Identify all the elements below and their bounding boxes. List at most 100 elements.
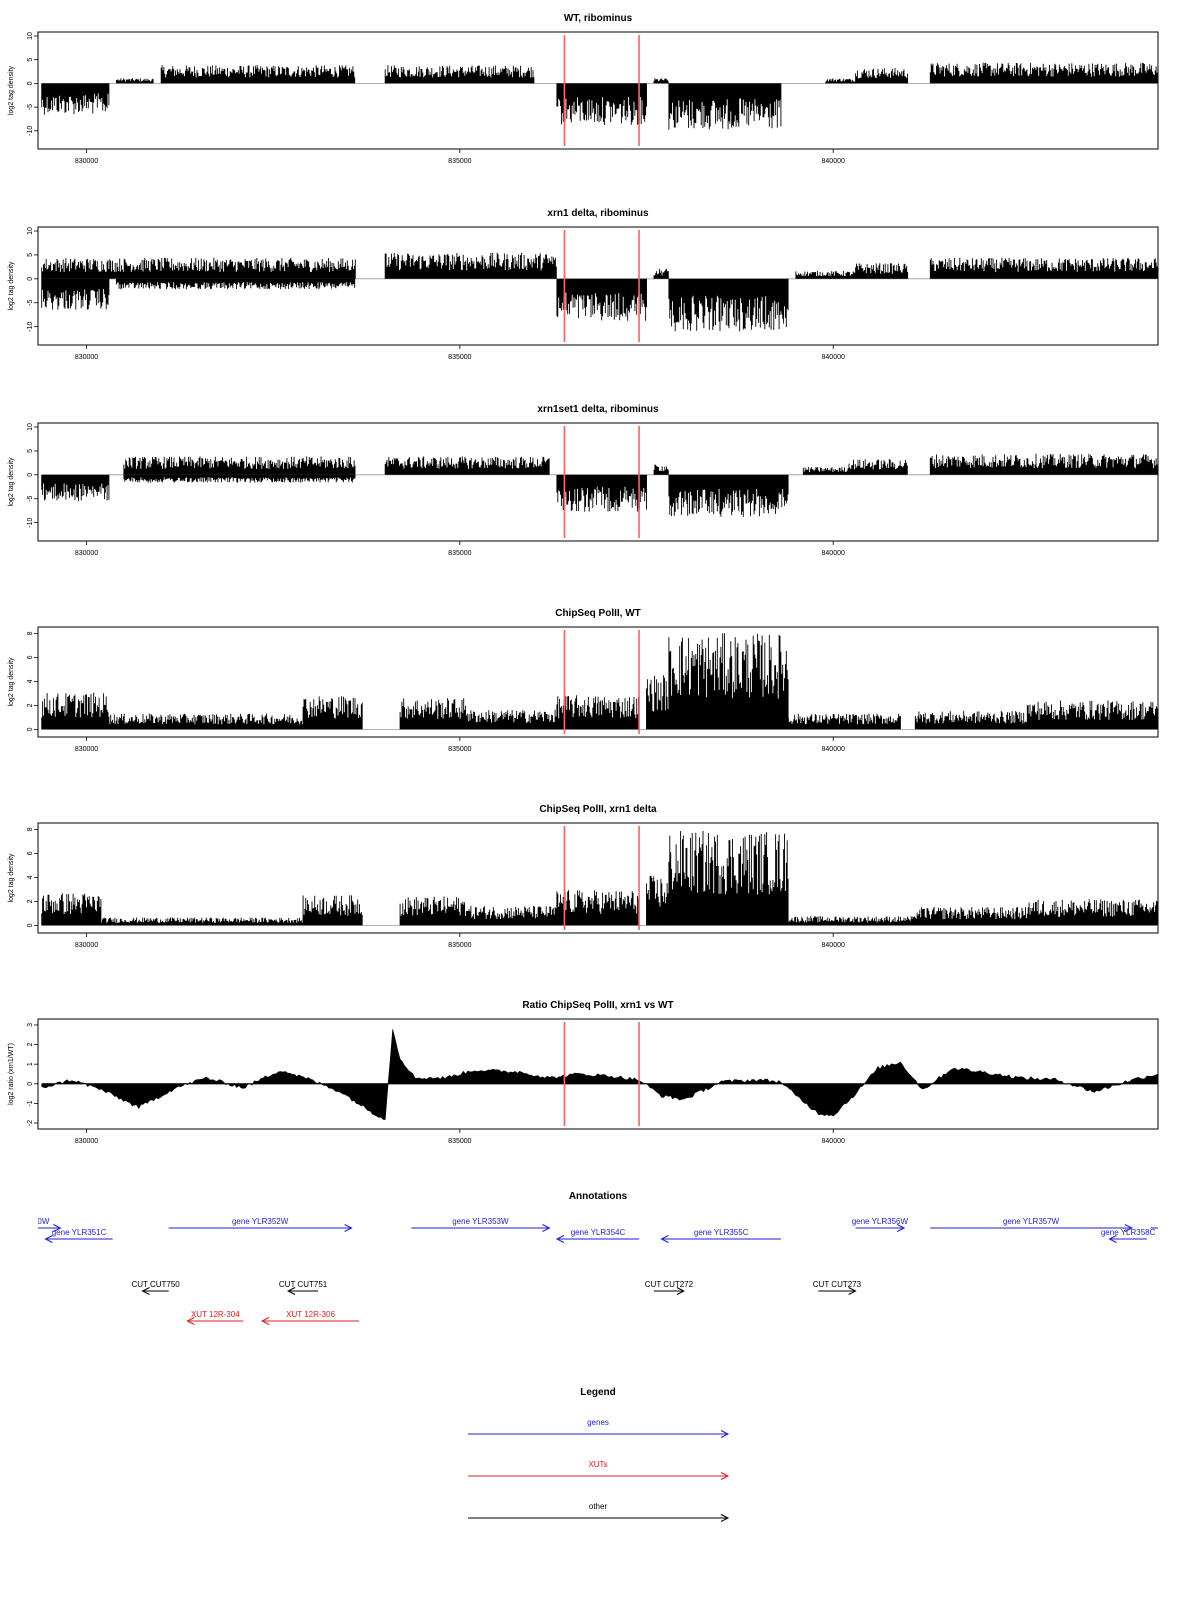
annotation-label: gene YLR355C	[694, 1228, 749, 1237]
signal-bar-cluster	[466, 709, 558, 730]
annotation-label: gene YLR356W	[852, 1217, 909, 1226]
signal-bar-cluster	[646, 675, 670, 730]
signal-bar-cluster	[653, 78, 669, 84]
x-tick-label: 830000	[75, 942, 98, 949]
signal-segment-4	[399, 698, 468, 730]
legend-arrowhead	[720, 1430, 730, 1438]
y-tick-label: 6	[27, 655, 34, 659]
x-tick-label: 835000	[448, 942, 471, 949]
signal-segment-2	[41, 257, 356, 279]
signal-bar-cluster	[41, 893, 102, 926]
signal-bar-cluster	[825, 78, 856, 84]
signal-bar-cluster	[929, 257, 1159, 279]
legend-item-other: other	[468, 1502, 730, 1522]
annotation-gene-ylr357w: gene YLR357W	[930, 1217, 1133, 1232]
signal-bar-cluster	[399, 698, 468, 730]
legend-label: genes	[587, 1418, 609, 1427]
y-tick-label: 2	[27, 703, 34, 707]
annotation-label: CUT CUT750	[131, 1280, 180, 1289]
y-tick-label: -10	[27, 517, 34, 527]
y-tick-label: 0	[27, 277, 34, 281]
y-tick-label: 8	[27, 827, 34, 831]
x-tick-label: 835000	[448, 158, 471, 165]
annotation-gene-ylr354c: gene YLR354C	[555, 1228, 640, 1243]
x-tick-label: 835000	[448, 746, 471, 753]
annotation-cut-cut273: CUT CUT273	[813, 1280, 862, 1295]
legend-label: other	[589, 1502, 608, 1511]
signal-bar-cluster	[123, 456, 356, 475]
signal-bar-cluster	[929, 453, 1159, 475]
y-tick-label: -10	[27, 321, 34, 331]
signal-segment-9	[847, 459, 908, 475]
annotation-arrowhead	[542, 1224, 551, 1232]
plot-frame	[37, 626, 1159, 738]
signal-segment-3	[115, 278, 356, 290]
y-tick-label: 10	[27, 423, 34, 431]
x-tick-label: 840000	[822, 158, 845, 165]
signal-segment-10	[914, 710, 1028, 730]
signal-bar-cluster	[123, 474, 356, 483]
y-axis-label: log2 tag density	[8, 261, 15, 311]
signal-bar-cluster	[302, 895, 363, 926]
signal-bar-cluster	[914, 907, 1028, 926]
signal-segment-2	[101, 917, 304, 926]
y-tick-label: 8	[27, 631, 34, 635]
annotation-gene-ylr356w: gene YLR356W	[852, 1217, 909, 1232]
annotation-label: CUT CUT751	[279, 1280, 328, 1289]
signal-bar-cluster	[855, 68, 909, 84]
annotation-cut-cut750: CUT CUT750	[131, 1280, 180, 1295]
annotation-label: gene YLR358C	[1101, 1228, 1156, 1237]
annotation-arrowhead	[1124, 1224, 1133, 1232]
annotations-title: Annotations	[569, 1191, 628, 1202]
y-tick-label: 4	[27, 679, 34, 683]
signal-segment-1	[41, 692, 110, 730]
y-tick-label: 2	[27, 1043, 34, 1047]
signal-segment-6	[556, 890, 639, 926]
annotation-label: XUT 12R-304	[191, 1310, 240, 1319]
signal-segment-7	[646, 675, 670, 730]
signal-bar-cluster	[787, 916, 916, 926]
y-axis-label: log2 ratio (xrn1/WT)	[8, 1043, 15, 1105]
signal-segment-8	[795, 271, 856, 279]
signal-segment-7	[668, 83, 782, 130]
signal-bar-cluster	[41, 257, 356, 279]
signal-bar-cluster	[653, 268, 669, 279]
signal-segment-1	[41, 83, 110, 115]
x-tick-label: 830000	[75, 550, 98, 557]
signal-segment-2	[108, 713, 303, 730]
panel-title: xrn1 delta, ribominus	[547, 208, 649, 219]
signal-bar-cluster	[914, 710, 1028, 730]
y-tick-label: 4	[27, 875, 34, 879]
signal-segment-8	[668, 831, 789, 926]
signal-bar-cluster	[787, 713, 901, 730]
panel-1: WT, ribominus -10 -5 0 5 10 log2 tag density 83…	[8, 13, 1159, 165]
signal-bar-cluster	[556, 278, 647, 321]
signal-segment-7	[668, 278, 789, 332]
signal-segment-5	[556, 278, 647, 321]
ratio-area	[41, 1029, 1159, 1120]
plot-frame	[37, 226, 1159, 346]
y-tick-label: -5	[27, 496, 34, 502]
signal-bar-cluster	[795, 271, 856, 279]
signal-segment-5	[556, 474, 647, 512]
signal-segment-6	[653, 268, 669, 279]
annotation-gene-ylr358c: gene YLR358C	[1101, 1228, 1156, 1243]
annotation-gene-y: gene Y	[1150, 1227, 1158, 1229]
legend-item-genes: genes	[468, 1418, 730, 1438]
x-tick-label: 835000	[448, 1138, 471, 1145]
signal-bar-cluster	[556, 83, 647, 125]
legend-label: XUTs	[588, 1460, 607, 1469]
signal-segment-2	[123, 456, 356, 475]
signal-segment-1	[41, 893, 102, 926]
annotation-arrowhead	[896, 1224, 906, 1232]
y-tick-label: 10	[27, 32, 34, 40]
legend-item-xuts: XUTs	[468, 1460, 730, 1480]
signal-segment-8	[825, 78, 856, 84]
panel-5: ChipSeq PolII, xrn1 delta 0 2 4 6 8 log2 tag d…	[8, 804, 1159, 949]
y-tick-label: 3	[27, 1023, 34, 1027]
signal-segment-6	[556, 695, 639, 730]
signal-segment-6	[653, 464, 669, 475]
y-tick-label: -1	[27, 1100, 34, 1106]
signal-bar-cluster	[847, 459, 908, 475]
